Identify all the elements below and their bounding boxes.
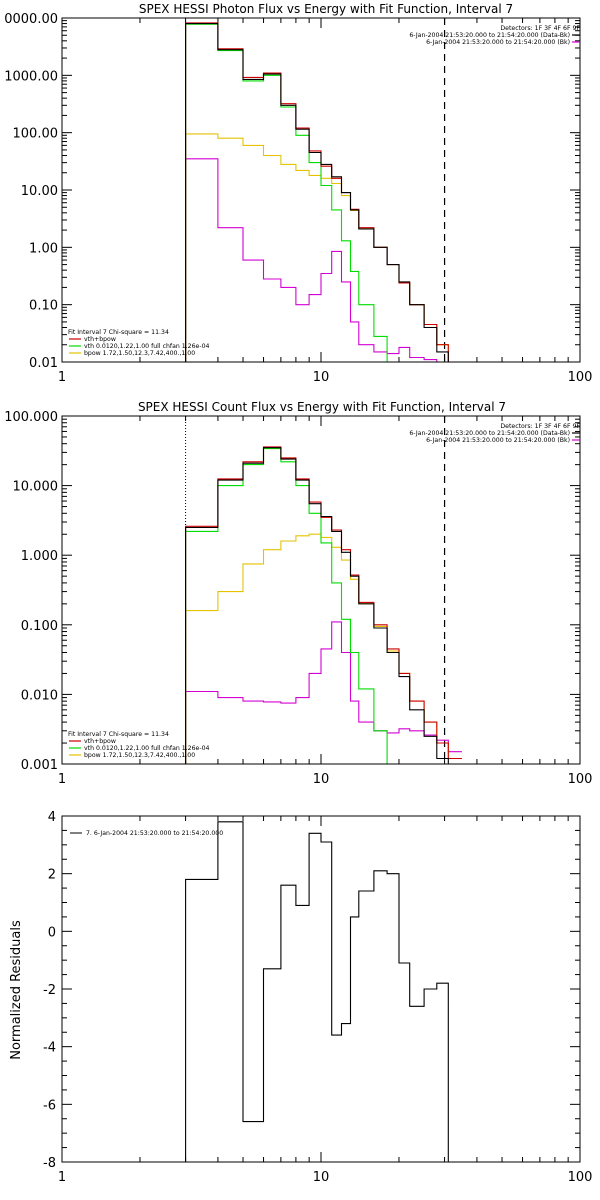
- panel2-series-bpow: [185, 533, 462, 764]
- panel1-legend-data: 6-Jan-2004 21:53:20.000 to 21:54:20.000 …: [409, 32, 570, 39]
- panel3-ytick-label: 0: [48, 925, 56, 940]
- panel2-series-vth: [185, 448, 388, 764]
- panel1-xtick-label: 1: [58, 370, 66, 385]
- panel1-ytick-label: 0.01: [29, 356, 58, 371]
- panel3-legend: 7. 6-Jan-2004 21:53:20.000 to 21:54:20.0…: [86, 830, 223, 837]
- panel3-ylabel: Normalized Residuals: [9, 920, 24, 1060]
- panel3-ytick-label: -8: [43, 1156, 56, 1171]
- panel3-xtick-label: 100: [568, 1170, 593, 1185]
- panel2-ytick-label: 0.001: [21, 758, 58, 773]
- panel1-title: SPEX HESSI Photon Flux vs Energy with Fi…: [139, 2, 513, 16]
- panel1-series-data: [185, 23, 449, 362]
- panel1-ytick-label: 100.00: [13, 127, 59, 142]
- panel2-ytick-label: 100.000: [4, 410, 58, 425]
- panel2-series-data: [185, 447, 449, 764]
- panel2-series-magenta: [185, 621, 462, 764]
- panel2-ytick-label: 10.000: [13, 480, 59, 495]
- panel2-legend-bpow: bpow 1.72,1.50,12.3,7.42,400.,1.00: [84, 752, 195, 759]
- panel2-series-total: [185, 446, 462, 764]
- panel2-frame: [61, 415, 581, 765]
- panel1-xtick-label: 10: [313, 370, 330, 385]
- panel1-series-magenta: [185, 158, 438, 362]
- panel2-legend-vth: vth 0.0120,1.22,1.00 full chfan 1.26e-04: [84, 745, 210, 752]
- panel2-ytick-label: 0.010: [21, 688, 58, 703]
- panel2-legend-detectors: Detectors: 1F 3F 4F 6F 9F: [500, 423, 580, 430]
- panel3-ytick-label: 4: [48, 810, 56, 825]
- panel3-ytick-label: -4: [43, 1041, 56, 1056]
- panel1-ytick-label: 0000.00: [4, 12, 58, 27]
- panel2-ytick-label: 1.000: [21, 549, 58, 564]
- panel1-ytick-label: 1.00: [29, 241, 58, 256]
- panel1-legend-fit: Fit Interval 7 Chi-square = 11.34: [68, 329, 169, 336]
- panel3-series-data: [185, 821, 449, 1162]
- panel2-legend-total: vth+bpow: [84, 738, 116, 745]
- panel1-series-bpow: [185, 133, 449, 362]
- panel2-xtick-label: 1: [58, 772, 66, 787]
- panel3-ytick-label: -2: [43, 983, 56, 998]
- panel1-legend-vth: vth 0.0120,1.22,1.00 full chfan 1.26e-04: [84, 343, 210, 350]
- panel3-xtick-label: 10: [313, 1170, 330, 1185]
- panel1-frame: [61, 17, 581, 363]
- panel3-xtick-label: 1: [58, 1170, 66, 1185]
- panel3-ytick-label: 2: [48, 868, 56, 883]
- panel1-series-total: [185, 22, 449, 362]
- panel3-frame: [61, 815, 581, 1163]
- panel2-xtick-label: 100: [568, 772, 593, 787]
- panel1-ytick-label: 10.00: [21, 184, 58, 199]
- panel1-ytick-label: 0.10: [29, 299, 58, 314]
- panel2-title: SPEX HESSI Count Flux vs Energy with Fit…: [138, 400, 506, 414]
- panel1-legend-detectors: Detectors: 1F 3F 4F 6F 9F: [500, 25, 580, 32]
- panel2-ytick-label: 0.100: [21, 619, 58, 634]
- panel2-legend-bk: 6-Jan-2004 21:53:20.000 to 21:54:20.000 …: [426, 437, 570, 444]
- panel1-legend-bk: 6-Jan-2004 21:53:20.000 to 21:54:20.000 …: [426, 39, 570, 46]
- panel1-xtick-label: 100: [568, 370, 593, 385]
- panel1-ytick-label: 1000.00: [4, 69, 58, 84]
- panel2-legend-data: 6-Jan-2004 21:53:20.000 to 21:54:20.000 …: [409, 430, 570, 437]
- panel1-legend-total: vth+bpow: [84, 336, 116, 343]
- panel2-legend-fit: Fit Interval 7 Chi-square = 11.34: [68, 731, 169, 738]
- panel1-legend-bpow: bpow 1.72,1.50,12.3,7.42,400.,1.00: [84, 350, 195, 357]
- panel3-ytick-label: -6: [43, 1098, 56, 1113]
- panel2-xtick-label: 10: [313, 772, 330, 787]
